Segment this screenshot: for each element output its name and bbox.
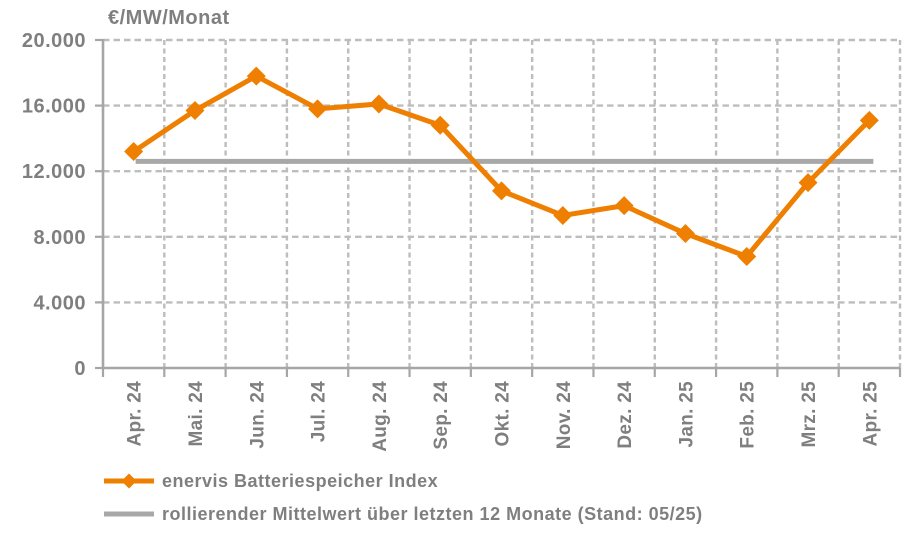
y-tick-label: 16.000 <box>22 96 86 118</box>
data-point-marker <box>246 66 266 86</box>
data-point-marker <box>492 181 511 201</box>
y-tick-label: 20.000 <box>22 30 86 52</box>
series-line <box>132 73 872 260</box>
data-point-marker <box>185 101 205 121</box>
data-point-marker <box>737 246 757 266</box>
legend: enervis Batteriespeicher Index rollieren… <box>103 470 703 525</box>
legend-label-rolling-mean: rollierender Mittelwert über letzten 12 … <box>162 504 703 524</box>
data-point-marker <box>675 224 695 244</box>
diamond-marker-icon <box>121 473 137 489</box>
x-tick-label: Mai. 24 <box>186 381 207 447</box>
data-point-marker <box>798 173 818 193</box>
data-point-marker <box>614 196 634 216</box>
mean-line-swatch <box>104 511 154 517</box>
y-tick-label: 12.000 <box>22 161 86 183</box>
y-tick-label: 8.000 <box>33 227 86 249</box>
x-tick-label: Jul. 24 <box>309 381 330 442</box>
y-tick-label: 0 <box>74 358 86 380</box>
legend-label-battery-index: enervis Batteriespeicher Index <box>162 471 439 491</box>
data-point-marker <box>308 99 328 119</box>
x-tick-label: Aug. 24 <box>370 381 391 452</box>
x-tick-label: Feb. 25 <box>738 381 759 449</box>
x-tick-label: Dez. 24 <box>615 381 636 449</box>
y-tick-label: 4.000 <box>33 292 86 314</box>
legend-item-battery-index: enervis Batteriespeicher Index <box>103 470 703 492</box>
x-tick-label: Mrz. 25 <box>799 381 820 448</box>
y-axis-unit-title: €/MW/Monat <box>108 7 230 29</box>
data-point-marker <box>430 115 450 135</box>
x-tick-label: Jan. 25 <box>676 381 697 448</box>
x-tick-label: Nov. 24 <box>554 381 575 449</box>
x-tick-label: Okt. 24 <box>493 381 514 447</box>
series-line-swatch <box>104 473 154 489</box>
x-tick-label: Apr. 25 <box>860 381 881 447</box>
x-tick-label: Jun. 24 <box>247 381 268 449</box>
data-point-marker <box>859 110 879 130</box>
x-tick-label: Apr. 24 <box>125 381 146 447</box>
data-point-marker <box>369 94 389 114</box>
data-point-marker <box>553 205 573 225</box>
data-point-marker <box>124 142 144 162</box>
x-tick-label: Sep. 24 <box>431 381 452 450</box>
legend-item-rolling-mean: rollierender Mittelwert über letzten 12 … <box>103 503 703 525</box>
